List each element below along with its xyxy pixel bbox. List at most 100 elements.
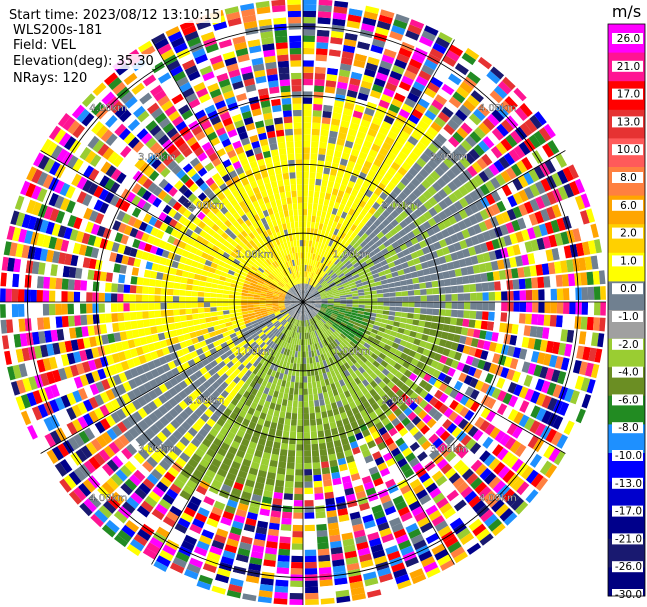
range-gate xyxy=(320,354,326,361)
range-gate xyxy=(335,318,342,324)
range-gate xyxy=(41,452,54,467)
range-gate xyxy=(172,557,187,569)
range-gate xyxy=(268,287,275,291)
range-gate xyxy=(191,422,202,432)
range-gate xyxy=(209,250,217,257)
range-gate xyxy=(550,431,563,446)
range-gate xyxy=(135,346,144,356)
range-gate xyxy=(66,155,79,169)
range-gate xyxy=(271,416,279,424)
range-gate xyxy=(405,387,414,397)
range-gate xyxy=(378,326,386,333)
range-gate xyxy=(65,170,77,184)
range-gate xyxy=(356,267,364,274)
range-gate xyxy=(142,478,155,490)
range-gate xyxy=(313,291,319,296)
range-gate xyxy=(389,403,399,413)
range-gate xyxy=(474,61,489,75)
range-gate xyxy=(137,528,152,542)
range-gate xyxy=(464,117,477,130)
range-gate xyxy=(433,294,440,301)
range-gate xyxy=(373,321,381,327)
range-gate xyxy=(335,251,342,259)
range-gate xyxy=(312,317,317,324)
range-gate xyxy=(314,295,321,299)
range-gate xyxy=(504,437,517,450)
range-gate xyxy=(268,340,274,348)
range-gate xyxy=(464,302,471,310)
range-gate xyxy=(497,333,505,344)
range-gate xyxy=(220,442,230,452)
range-gate xyxy=(285,315,291,321)
range-gate xyxy=(307,294,313,299)
range-gate xyxy=(341,279,349,285)
range-gate xyxy=(441,106,454,118)
range-gate xyxy=(378,352,387,360)
range-gate xyxy=(381,368,390,376)
range-gate xyxy=(323,346,329,353)
range-gate xyxy=(275,358,281,366)
range-gate xyxy=(418,204,428,214)
range-gate xyxy=(333,296,340,299)
range-gate xyxy=(342,348,349,355)
range-gate xyxy=(413,338,421,346)
range-gate xyxy=(518,414,530,428)
range-gate xyxy=(428,509,442,522)
range-gate xyxy=(327,303,334,305)
range-gate xyxy=(304,469,313,476)
range-gate xyxy=(344,550,358,559)
range-gate xyxy=(385,324,393,331)
range-gate xyxy=(158,394,168,404)
range-gate xyxy=(146,542,161,555)
range-gate xyxy=(332,323,339,330)
range-gate xyxy=(241,374,249,383)
range-gate xyxy=(320,327,325,333)
range-gate xyxy=(18,318,26,332)
range-gate xyxy=(276,338,282,345)
range-gate xyxy=(391,417,401,427)
range-gate xyxy=(436,458,449,470)
range-gate xyxy=(303,289,305,296)
range-gate xyxy=(375,196,385,206)
range-gate xyxy=(458,258,467,268)
range-gate xyxy=(272,295,279,299)
range-gate xyxy=(476,302,483,311)
range-gate xyxy=(49,399,60,413)
range-gate xyxy=(275,429,283,437)
range-gate xyxy=(73,467,87,482)
range-gate xyxy=(342,417,350,426)
range-gate xyxy=(552,384,563,398)
range-gate xyxy=(436,65,450,78)
range-gate xyxy=(505,167,517,180)
range-gate xyxy=(70,254,79,267)
range-gate xyxy=(474,212,484,223)
range-gate xyxy=(327,390,334,398)
range-gate xyxy=(448,192,459,203)
range-gate xyxy=(317,268,322,276)
range-gate xyxy=(233,435,243,444)
range-gate xyxy=(186,314,193,321)
range-gate xyxy=(542,143,555,158)
range-gate xyxy=(203,297,211,302)
range-gate xyxy=(257,348,264,355)
range-gate xyxy=(570,406,581,421)
range-gate xyxy=(94,212,105,225)
range-gate xyxy=(411,52,425,64)
range-gate xyxy=(143,243,153,253)
range-gate xyxy=(121,175,132,188)
range-gate xyxy=(451,39,467,52)
range-gate xyxy=(161,363,171,373)
range-gate xyxy=(408,528,422,539)
range-gate xyxy=(125,191,136,203)
range-gate xyxy=(271,396,278,404)
range-gate xyxy=(185,339,194,347)
range-gate xyxy=(463,537,478,551)
range-gate xyxy=(244,412,253,421)
range-gate xyxy=(12,273,20,288)
range-gate xyxy=(434,166,445,177)
range-gate xyxy=(89,383,100,396)
range-gate xyxy=(346,302,353,305)
range-gate xyxy=(222,290,230,295)
range-gate xyxy=(404,206,414,216)
range-gate xyxy=(450,233,459,244)
